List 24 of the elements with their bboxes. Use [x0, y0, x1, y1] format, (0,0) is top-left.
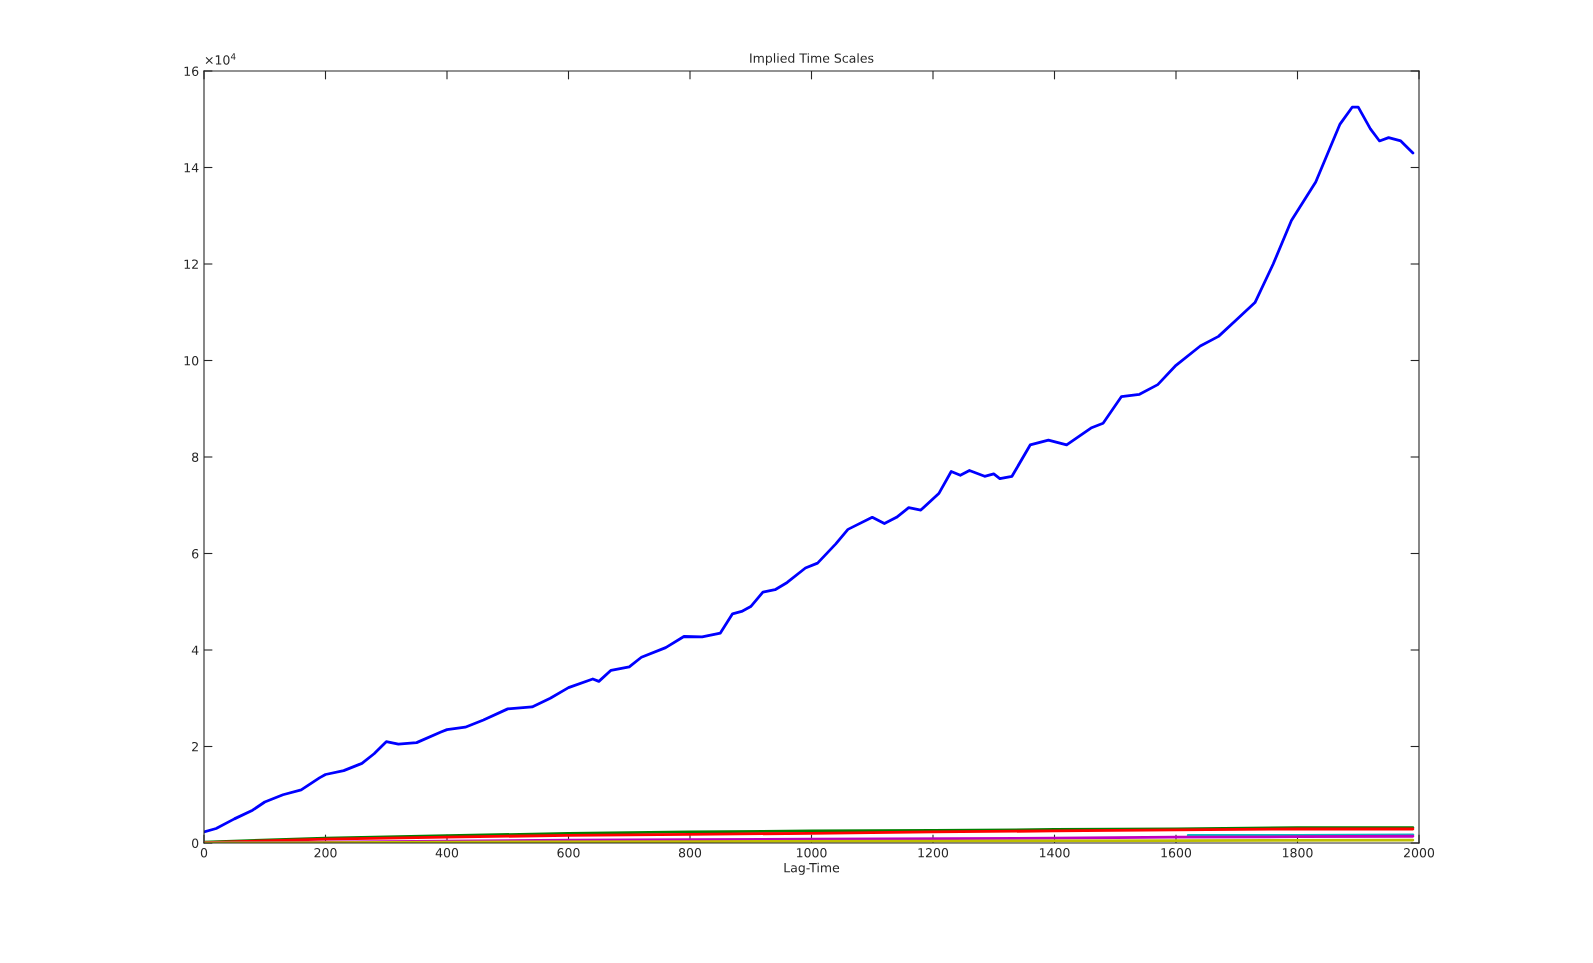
y-tick-label: 6	[192, 548, 199, 559]
x-tick-label: 1400	[1039, 848, 1070, 858]
x-tick-label: 600	[557, 848, 580, 858]
x-tick-label: 1800	[1282, 848, 1313, 858]
y-tick-label: 10	[184, 355, 199, 366]
x-axis-title: Lag-Time	[784, 862, 840, 875]
chart-title: Implied Time Scales	[750, 53, 874, 66]
x-tick-label: 0	[200, 848, 208, 858]
x-tick-label: 800	[678, 848, 702, 858]
y-tick-label: 12	[184, 259, 198, 269]
y-tick-label: 14	[184, 163, 199, 173]
x-tick-label: 2000	[1404, 848, 1435, 858]
x-tick-label: 1000	[796, 848, 827, 858]
y-tick-label: 0	[192, 838, 199, 848]
y-tick-label: 4	[191, 645, 199, 655]
y-tick-label: 16	[184, 66, 199, 76]
y-tick-label: 2	[192, 741, 198, 752]
y-tick-label: 8	[192, 452, 199, 462]
line-series	[204, 105, 1415, 834]
x-tick-label: 1600	[1161, 848, 1192, 858]
x-tick-label: 200	[314, 848, 337, 858]
x-tick-label: 1200	[918, 848, 949, 858]
x-tick-label: 400	[435, 848, 459, 858]
text: ×10$^{4}$	[205, 53, 236, 65]
